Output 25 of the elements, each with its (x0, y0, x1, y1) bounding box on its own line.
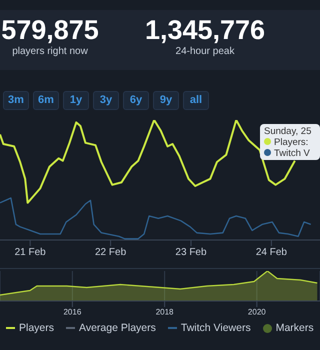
text: all (183, 91, 209, 110)
text: 1y (63, 91, 89, 110)
text: 6m (33, 91, 59, 110)
annotation: Twitch V (273, 148, 311, 159)
text: 579,875 (0, 14, 100, 46)
legend-label: Twitch Viewers (180, 322, 251, 334)
annotation: Sunday, 25 (264, 126, 312, 137)
x-tick-label: 24 Feb (256, 247, 288, 258)
legend-label: Average Players (78, 322, 156, 334)
x-tick-label: 21 Feb (14, 247, 46, 258)
x-tick-label: 2016 (63, 308, 82, 317)
x-tick-label: 22 Feb (95, 247, 127, 258)
text: 9y (153, 91, 179, 110)
x-tick-label: 2020 (248, 308, 266, 317)
x-tick-label: 23 Feb (175, 247, 207, 258)
text: 6y (123, 91, 149, 110)
legend-label: Players (18, 322, 54, 334)
text: 3m (3, 91, 29, 110)
x-tick-label: 2018 (156, 308, 174, 317)
text: players right now (11, 46, 89, 57)
text: 24-hour peak (174, 46, 236, 57)
annotation: Players: (273, 137, 310, 148)
text: 1,345,776 (144, 14, 266, 46)
legend-label: Markers (274, 322, 314, 334)
text: 3y (93, 91, 119, 110)
